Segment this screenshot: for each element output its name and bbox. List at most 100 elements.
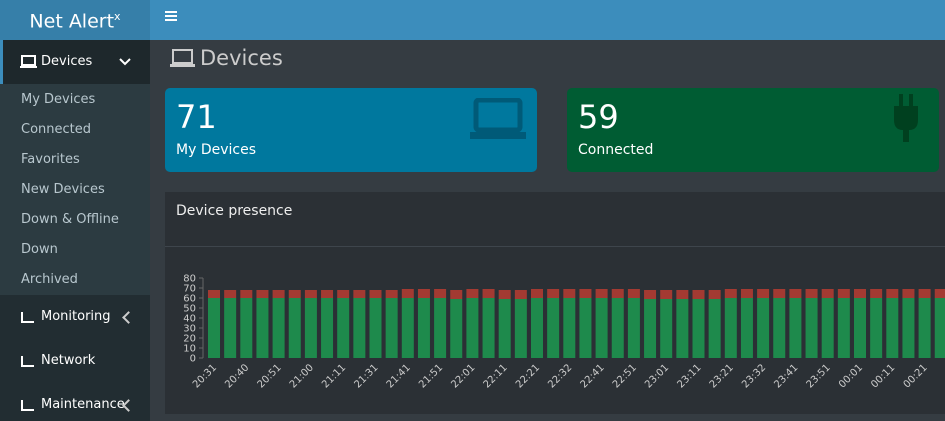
menu-icon xyxy=(21,400,34,411)
bar-segment xyxy=(627,298,640,358)
page-title: Devices xyxy=(200,46,283,70)
x-tick-label: 23:51 xyxy=(805,362,833,390)
y-tick-label: 0 xyxy=(190,354,196,365)
bar-segment xyxy=(854,289,866,298)
x-tick-label: 00:21 xyxy=(902,362,930,390)
bar-segment xyxy=(272,298,285,358)
x-tick-label: 22:32 xyxy=(546,362,574,390)
bar-segment xyxy=(837,298,850,358)
bar-segment xyxy=(660,290,673,299)
bar-segment xyxy=(434,289,447,298)
bar-segment xyxy=(644,299,657,358)
bar-segment xyxy=(934,298,945,358)
y-tick-label: 20 xyxy=(183,334,196,345)
bar-segment xyxy=(854,298,866,358)
bar-segment xyxy=(563,298,576,358)
submenu xyxy=(0,84,150,295)
bar-segment xyxy=(611,298,624,358)
bar-segment xyxy=(757,289,770,298)
bar-segment xyxy=(547,298,560,358)
bar-segment xyxy=(450,299,463,358)
menu-label: Devices xyxy=(41,54,93,69)
bar-segment xyxy=(757,298,770,358)
x-tick-label: 21:51 xyxy=(417,362,445,390)
bar-segment xyxy=(450,290,463,299)
submenu-item[interactable]: Down & Offline xyxy=(21,212,119,227)
menu-item[interactable]: Maintenance xyxy=(41,397,125,412)
bar-segment xyxy=(902,289,915,298)
bar-segment xyxy=(321,298,334,358)
card-value: 71 xyxy=(176,98,217,136)
y-tick-label: 40 xyxy=(183,314,196,325)
bar-segment xyxy=(547,289,560,298)
bar-segment xyxy=(240,298,253,358)
bar-segment xyxy=(660,299,673,358)
menu-item[interactable]: Monitoring xyxy=(41,309,111,324)
bar-segment xyxy=(482,298,495,358)
menu-toggle[interactable] xyxy=(165,10,179,24)
bar-segment xyxy=(773,298,786,358)
panel-title: Device presence xyxy=(176,203,293,219)
bar-segment xyxy=(514,299,527,358)
bar-segment xyxy=(304,290,317,298)
bar-segment xyxy=(531,298,543,358)
bar-segment xyxy=(805,289,818,298)
bar-segment xyxy=(256,298,269,358)
bar-segment xyxy=(288,290,301,298)
bar-segment xyxy=(466,298,479,358)
bar-segment xyxy=(369,290,382,298)
bar-segment xyxy=(353,298,366,358)
x-tick-label: 21:00 xyxy=(288,362,316,390)
bar-segment xyxy=(482,289,495,298)
x-tick-label: 23:21 xyxy=(708,362,736,390)
submenu-item[interactable]: My Devices xyxy=(21,92,96,107)
bar-segment xyxy=(886,298,899,358)
x-tick-label: 21:41 xyxy=(385,362,413,390)
bar-segment xyxy=(708,299,721,358)
x-tick-label: 23:41 xyxy=(772,362,800,390)
card[interactable]: 71 My Devices xyxy=(165,88,537,172)
bar-segment xyxy=(789,298,802,358)
bar-segment xyxy=(434,298,447,358)
bar-segment xyxy=(337,298,350,358)
brand[interactable]: Net Alertx xyxy=(0,0,150,40)
bar-segment xyxy=(498,290,511,299)
bar-segment xyxy=(611,289,624,298)
x-tick-label: 23:01 xyxy=(643,362,671,390)
x-tick-label: 20:31 xyxy=(191,362,219,390)
x-tick-label: 22:11 xyxy=(482,362,510,390)
bar-segment xyxy=(417,298,430,358)
bar-segment xyxy=(644,290,657,299)
bar-segment xyxy=(385,298,398,358)
x-tick-label: 20:51 xyxy=(256,362,284,390)
bar-segment xyxy=(272,290,285,298)
bar-segment xyxy=(934,289,945,298)
topbar xyxy=(150,0,945,40)
bar-segment xyxy=(514,290,527,299)
x-tick-label: 00:01 xyxy=(837,362,865,390)
menu-item[interactable]: Network xyxy=(41,353,96,368)
submenu-item[interactable]: Favorites xyxy=(21,152,80,167)
bar-segment xyxy=(288,298,301,358)
bar-segment xyxy=(304,298,317,358)
card-label: My Devices xyxy=(176,142,256,158)
menu-active[interactable]: Devices xyxy=(0,40,150,84)
submenu-item[interactable]: Connected xyxy=(21,122,92,137)
brand-sup: x xyxy=(114,10,121,23)
card-value: 59 xyxy=(578,98,619,136)
submenu-item[interactable]: Archived xyxy=(21,272,78,287)
submenu-item[interactable]: New Devices xyxy=(21,182,105,197)
bar-segment xyxy=(918,289,931,298)
bar-segment xyxy=(401,289,414,298)
bar-segment xyxy=(256,290,269,298)
bar-segment xyxy=(789,289,802,298)
submenu-item[interactable]: Down xyxy=(21,242,58,257)
x-tick-label: 22:01 xyxy=(449,362,477,390)
bar-segment xyxy=(740,298,753,358)
card[interactable]: 59 Connected xyxy=(567,88,939,172)
bar-segment xyxy=(773,289,786,298)
bar-segment xyxy=(627,289,640,298)
bar-segment xyxy=(821,298,834,358)
y-tick-label: 50 xyxy=(183,304,196,315)
